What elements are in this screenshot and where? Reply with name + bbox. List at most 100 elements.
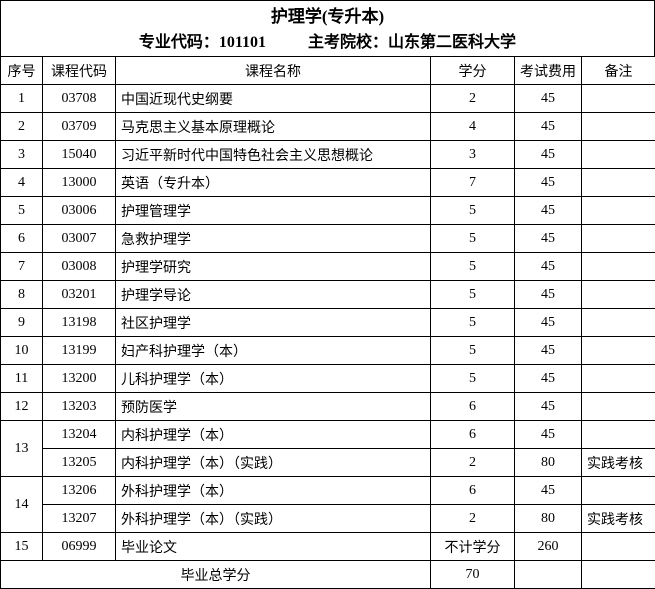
cell-fee: 45: [514, 224, 582, 253]
cell-no: 8: [0, 280, 43, 309]
cell-name: 内科护理学（本）（实践）: [115, 448, 431, 477]
cell-name: 护理管理学: [115, 196, 431, 225]
table-row: 2 03709 马克思主义基本原理概论 4 45: [0, 112, 655, 141]
cell-fee: [514, 560, 582, 589]
table-header-row: 序号 课程代码 课程名称 学分 考试费用 备注: [0, 56, 655, 85]
cell-note: [581, 532, 655, 561]
cell-code: 13203: [42, 392, 116, 421]
cell-credit: 不计学分: [430, 532, 515, 561]
column-header-credit: 学分: [430, 56, 515, 85]
cell-note: [581, 168, 655, 197]
cell-code: 13206: [42, 476, 116, 505]
cell-name: 急救护理学: [115, 224, 431, 253]
cell-fee: 45: [514, 420, 582, 449]
cell-code: 13199: [42, 336, 116, 365]
cell-code: 03709: [42, 112, 116, 141]
cell-fee: 260: [514, 532, 582, 561]
cell-note: [581, 252, 655, 281]
cell-code: 03008: [42, 252, 116, 281]
table-row: 5 03006 护理管理学 5 45: [0, 196, 655, 225]
table-row: 1 03708 中国近现代史纲要 2 45: [0, 84, 655, 113]
page-title: 护理学(专升本): [270, 7, 385, 26]
cell-credit: 6: [430, 476, 515, 505]
cell-fee: 45: [514, 336, 582, 365]
table-row: 13205 内科护理学（本）（实践） 2 80 实践考核: [1, 448, 655, 477]
document-header: 护理学(专升本) 专业代码：101101 主考院校：山东第二医科大学: [0, 0, 655, 56]
cell-name: 习近平新时代中国特色社会主义思想概论: [115, 140, 431, 169]
cell-note: [581, 336, 655, 365]
total-credits-label: 毕业总学分: [0, 560, 431, 589]
cell-no: 4: [0, 168, 43, 197]
cell-note: [581, 308, 655, 337]
cell-note: 实践考核: [581, 448, 655, 477]
cell-no: 7: [0, 252, 43, 281]
cell-no: 10: [0, 336, 43, 365]
cell-fee: 80: [514, 448, 582, 477]
cell-code: 15040: [42, 140, 116, 169]
table-row: 4 13000 英语（专升本） 7 45: [0, 168, 655, 197]
cell-no: 12: [0, 392, 43, 421]
cell-code: 13205: [42, 448, 116, 477]
table-row: 9 13198 社区护理学 5 45: [0, 308, 655, 337]
cell-credit: 4: [430, 112, 515, 141]
table-row: 10 13199 妇产科护理学（本） 5 45: [0, 336, 655, 365]
cell-fee: 45: [514, 168, 582, 197]
cell-note: [581, 84, 655, 113]
table-row: 11 13200 儿科护理学（本） 5 45: [0, 364, 655, 393]
cell-fee: 80: [514, 504, 582, 533]
cell-name: 毕业论文: [115, 532, 431, 561]
cell-fee: 45: [514, 196, 582, 225]
table-footer-row: 毕业总学分 70: [0, 560, 655, 589]
course-table: 序号 课程代码 课程名称 学分 考试费用 备注 1 03708 中国近现代史纲要…: [0, 56, 655, 589]
cell-note: [581, 560, 655, 589]
cell-credit: 2: [430, 504, 515, 533]
cell-fee: 45: [514, 140, 582, 169]
cell-credit: 5: [430, 364, 515, 393]
table-row: 13 13204 内科护理学（本） 6 45: [0, 420, 655, 477]
cell-credit: 2: [430, 84, 515, 113]
host-school-text: 主考院校：山东第二医科大学: [308, 34, 517, 51]
cell-note: [581, 280, 655, 309]
table-row: 7 03008 护理学研究 5 45: [0, 252, 655, 281]
table-row: 13207 外科护理学（本）（实践） 2 80 实践考核: [1, 504, 655, 533]
cell-name: 护理学导论: [115, 280, 431, 309]
cell-name: 内科护理学（本）: [115, 420, 431, 449]
cell-fee: 45: [514, 364, 582, 393]
cell-code: 13204: [42, 420, 116, 449]
cell-no: 5: [0, 196, 43, 225]
cell-credit: 5: [430, 308, 515, 337]
cell-name: 护理学研究: [115, 252, 431, 281]
cell-name: 外科护理学（本）（实践）: [115, 504, 431, 533]
cell-name: 英语（专升本）: [115, 168, 431, 197]
table-row: 14 13206 外科护理学（本） 6 45: [0, 476, 655, 533]
cell-note: [581, 420, 655, 449]
page-subtitle: 专业代码：101101 主考院校：山东第二医科大学: [1, 30, 654, 55]
cell-credit: 6: [430, 392, 515, 421]
cell-name: 预防医学: [115, 392, 431, 421]
cell-fee: 45: [514, 112, 582, 141]
cell-no: 11: [0, 364, 43, 393]
cell-code: 13207: [42, 504, 116, 533]
cell-no: 15: [0, 532, 43, 561]
cell-no: 1: [0, 84, 43, 113]
cell-fee: 45: [514, 84, 582, 113]
cell-credit: 5: [430, 224, 515, 253]
cell-no: 9: [0, 308, 43, 337]
cell-code: 03708: [42, 84, 116, 113]
cell-credit: 2: [430, 448, 515, 477]
column-header-fee: 考试费用: [514, 56, 582, 85]
cell-no-merged: 14: [0, 476, 43, 533]
cell-code: 13200: [42, 364, 116, 393]
cell-fee: 45: [514, 392, 582, 421]
cell-no-merged: 13: [0, 420, 43, 477]
cell-name: 妇产科护理学（本）: [115, 336, 431, 365]
cell-note: [581, 112, 655, 141]
cell-code: 03006: [42, 196, 116, 225]
cell-no: 6: [0, 224, 43, 253]
cell-code: 03201: [42, 280, 116, 309]
major-code-text: 专业代码：101101: [138, 34, 267, 51]
cell-code: 03007: [42, 224, 116, 253]
cell-name: 马克思主义基本原理概论: [115, 112, 431, 141]
column-header-note: 备注: [581, 56, 655, 85]
